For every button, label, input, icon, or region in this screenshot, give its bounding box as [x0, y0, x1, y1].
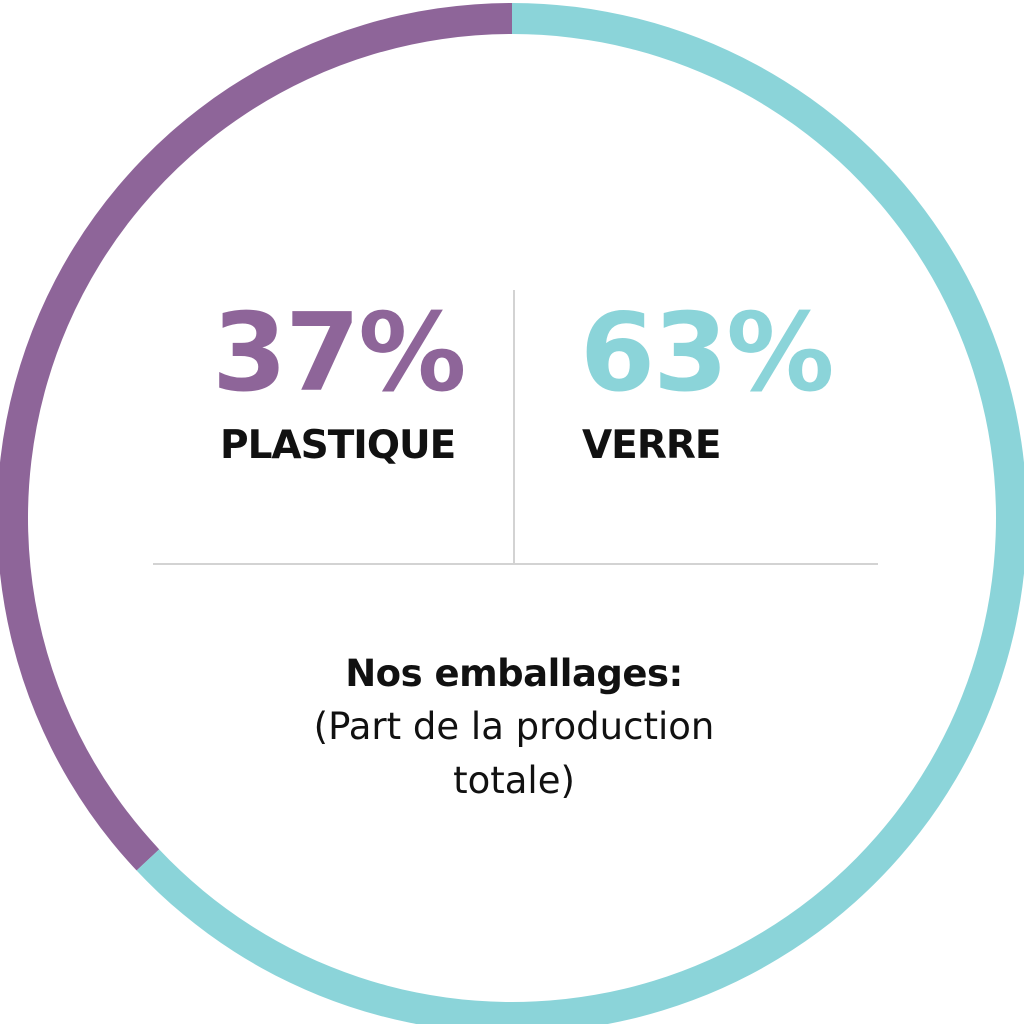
donut-slice-verre: [136, 3, 1024, 1024]
donut-slice-plastique: [0, 3, 512, 871]
verre-category-label: VERRE: [582, 423, 722, 468]
vertical-divider: [513, 290, 515, 564]
horizontal-divider: [153, 563, 878, 565]
chart-subtitle: (Part de la production totale): [313, 705, 715, 802]
plastique-category-label: PLASTIQUE: [220, 423, 456, 468]
plastique-percent-label: 37%: [212, 291, 467, 416]
chart-title: Nos emballages:: [345, 652, 683, 695]
verre-percent-label: 63%: [580, 291, 835, 416]
chart-caption: Nos emballages: (Part de la production t…: [214, 648, 814, 808]
donut-arcs: [0, 3, 1024, 1024]
